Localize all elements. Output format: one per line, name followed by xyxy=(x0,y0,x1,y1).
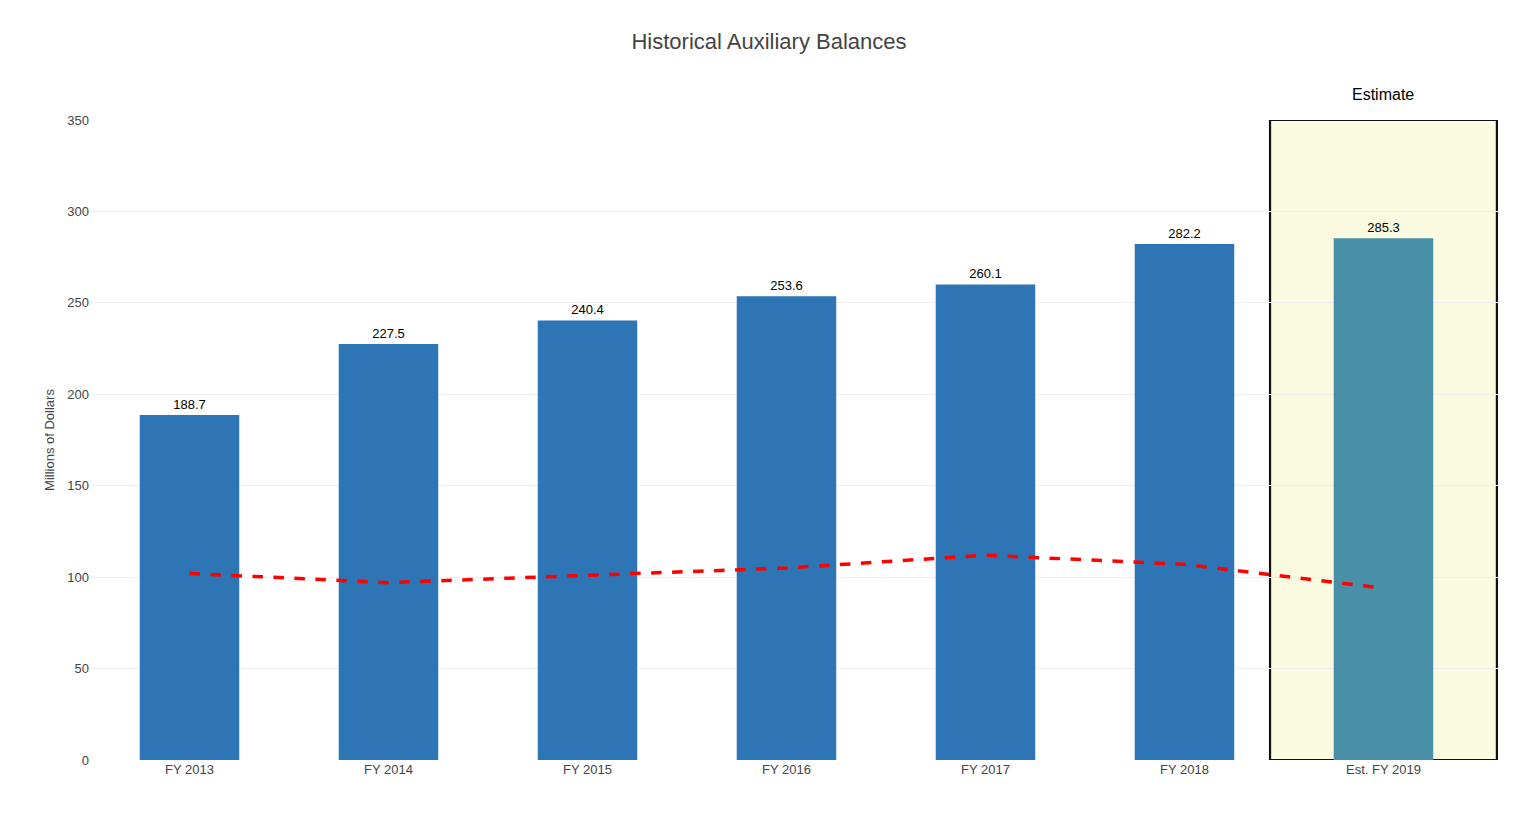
svg-text:Est. FY 2019: Est. FY 2019 xyxy=(1346,762,1421,777)
svg-text:FY 2017: FY 2017 xyxy=(961,762,1010,777)
svg-text:Estimate: Estimate xyxy=(1352,86,1414,103)
svg-text:350: 350 xyxy=(67,113,89,128)
svg-text:188.7: 188.7 xyxy=(173,397,206,412)
svg-text:227.5: 227.5 xyxy=(372,326,405,341)
svg-text:260.1: 260.1 xyxy=(969,266,1002,281)
svg-text:FY 2015: FY 2015 xyxy=(563,762,612,777)
svg-text:Millions of Dollars: Millions of Dollars xyxy=(42,389,57,491)
svg-text:100: 100 xyxy=(67,570,89,585)
svg-text:300: 300 xyxy=(67,204,89,219)
svg-text:250: 250 xyxy=(67,295,89,310)
svg-text:FY 2016: FY 2016 xyxy=(762,762,811,777)
svg-text:Historical Auxiliary Balances: Historical Auxiliary Balances xyxy=(631,29,906,54)
svg-text:282.2: 282.2 xyxy=(1168,226,1201,241)
svg-text:50: 50 xyxy=(75,661,89,676)
svg-text:285.3: 285.3 xyxy=(1367,220,1400,235)
svg-text:200: 200 xyxy=(67,387,89,402)
svg-text:253.6: 253.6 xyxy=(770,278,803,293)
svg-text:240.4: 240.4 xyxy=(571,302,604,317)
svg-text:FY 2018: FY 2018 xyxy=(1160,762,1209,777)
svg-text:0: 0 xyxy=(82,753,89,768)
svg-text:FY 2013: FY 2013 xyxy=(165,762,214,777)
svg-text:FY 2014: FY 2014 xyxy=(364,762,413,777)
svg-text:150: 150 xyxy=(67,478,89,493)
